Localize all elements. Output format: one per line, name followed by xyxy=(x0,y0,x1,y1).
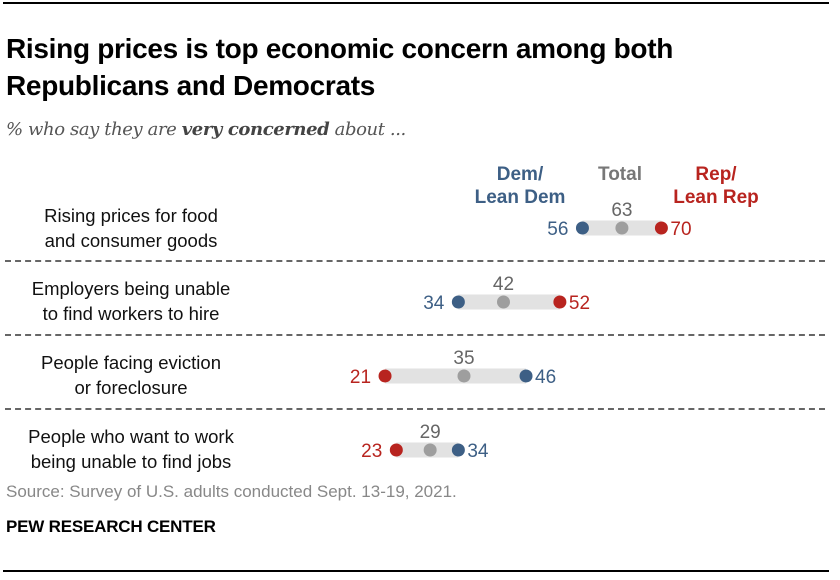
row-label-2-line2: or foreclosure xyxy=(74,377,188,398)
total-value-label: 29 xyxy=(420,422,441,443)
row-label-0: Rising prices for food and consumer good… xyxy=(0,203,262,253)
bottom-rule xyxy=(3,570,829,572)
row-label-0-line2: and consumer goods xyxy=(44,230,218,251)
row-label-1-line1: Employers being unable xyxy=(31,278,231,299)
dem-dot xyxy=(451,295,465,309)
legend-dem: Dem/ Lean Dem xyxy=(462,163,578,209)
top-rule xyxy=(3,2,829,4)
subtitle-prefix: % who say they are xyxy=(6,119,182,140)
chart-subtitle: % who say they are very concerned about … xyxy=(6,119,406,140)
total-dot xyxy=(496,295,510,309)
dem-dot xyxy=(451,443,465,457)
total-dot xyxy=(457,369,471,383)
chart-row-0: 63 56 70 xyxy=(547,200,691,240)
row-divider xyxy=(5,408,825,410)
legend-rep: Rep/ Lean Rep xyxy=(658,163,774,209)
row-label-1-line2: to find workers to hire xyxy=(42,303,220,324)
row-label-3: People who want to work being unable to … xyxy=(0,424,262,474)
row-label-3-line2: being unable to find jobs xyxy=(30,451,232,472)
rep-value-label: 21 xyxy=(350,367,371,388)
row-divider xyxy=(5,334,825,336)
chart-row-3: 29 23 34 xyxy=(361,422,489,462)
row-label-1: Employers being unable to find workers t… xyxy=(0,276,262,326)
range-bar xyxy=(385,368,527,384)
rep-value-label: 52 xyxy=(569,293,590,314)
total-value-label: 35 xyxy=(453,348,474,369)
source-note: Source: Survey of U.S. adults conducted … xyxy=(6,482,457,501)
row-label-2-line1: People facing eviction xyxy=(41,352,221,373)
dem-value-label: 56 xyxy=(547,219,568,240)
footer-brand: PEW RESEARCH CENTER xyxy=(6,517,216,536)
subtitle-emphasis: very concerned xyxy=(181,119,330,140)
dem-value-label: 46 xyxy=(535,367,556,388)
legend-rep-line2: Lean Rep xyxy=(673,187,759,208)
row-divider xyxy=(5,260,825,262)
dem-dot xyxy=(575,221,589,235)
chart-row-1: 42 34 52 xyxy=(423,274,590,314)
legend-dem-line1: Dem/ xyxy=(496,164,544,185)
row-label-2: People facing eviction or foreclosure xyxy=(0,350,262,400)
chart-row-2: 35 21 46 xyxy=(350,348,556,388)
rep-dot xyxy=(389,443,403,457)
total-dot xyxy=(423,443,437,457)
chart-title: Rising prices is top economic concern am… xyxy=(6,33,674,101)
total-value-label: 42 xyxy=(493,274,514,295)
total-dot xyxy=(615,221,629,235)
legend-rep-line1: Rep/ xyxy=(695,164,737,185)
legend-total: Total xyxy=(585,163,655,186)
rep-value-label: 23 xyxy=(361,441,382,462)
row-label-3-line1: People who want to work xyxy=(28,426,234,447)
rep-value-label: 70 xyxy=(670,219,691,240)
rep-dot xyxy=(553,295,567,309)
rep-dot xyxy=(654,221,668,235)
row-label-0-line1: Rising prices for food xyxy=(44,205,218,226)
legend-dem-line2: Lean Dem xyxy=(474,187,566,208)
legend-total-label: Total xyxy=(598,164,642,185)
dem-dot xyxy=(519,369,533,383)
total-value-label: 63 xyxy=(611,200,632,221)
dem-value-label: 34 xyxy=(423,293,445,314)
dem-value-label: 34 xyxy=(467,441,489,462)
subtitle-suffix: about ... xyxy=(329,119,407,140)
rep-dot xyxy=(378,369,392,383)
